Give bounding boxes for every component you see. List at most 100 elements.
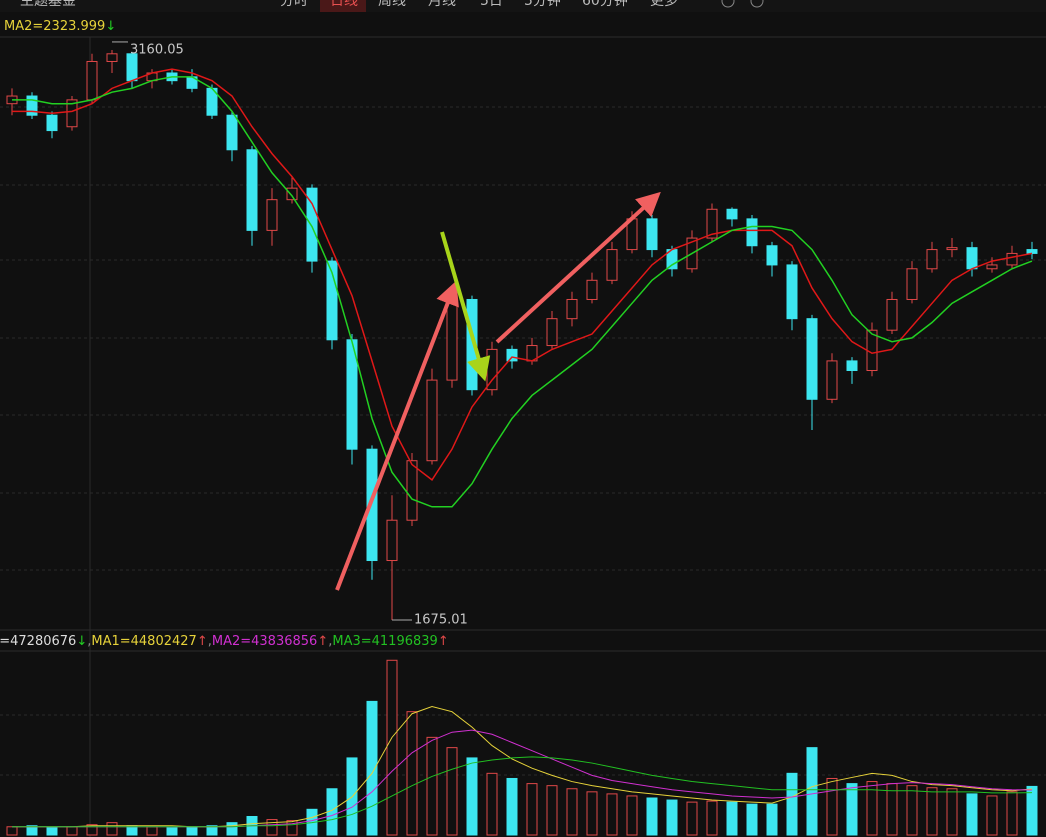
volume-bar (506, 777, 518, 836)
candle-body (86, 60, 98, 101)
volume-bar (726, 801, 738, 836)
volume-bar (386, 659, 398, 836)
volume-bar (646, 797, 658, 836)
tab[interactable]: 分时 (280, 0, 308, 9)
candle-body (726, 208, 738, 220)
volume-bar (886, 783, 898, 836)
tab[interactable]: 月线 (428, 0, 456, 9)
legend-arrow: ↑ (197, 634, 208, 649)
volume-bar (1026, 785, 1038, 836)
volume-bar (606, 793, 618, 836)
tab[interactable]: 5分钟 (524, 0, 561, 9)
legend-arrow: ↑ (438, 634, 449, 649)
volume-bar (766, 803, 778, 836)
volume-bar (486, 772, 498, 836)
volume-bar (1006, 791, 1018, 836)
low-label: 1675.01 (414, 613, 468, 628)
volume-bar (146, 826, 158, 836)
candle-body (586, 279, 598, 300)
candle-body (926, 249, 938, 270)
candle-body (406, 460, 418, 521)
candle-body (786, 264, 798, 320)
candle-body (886, 298, 898, 331)
icon[interactable] (721, 0, 735, 8)
candle-body (466, 298, 478, 391)
candle-body (806, 318, 818, 400)
candle-body (966, 247, 978, 270)
volume-bar (906, 785, 918, 836)
volume-bar (626, 795, 638, 836)
volume-bar (446, 747, 458, 836)
volume-bar (366, 700, 378, 836)
volume-bar (926, 787, 938, 836)
legend-sep: , (87, 634, 91, 649)
legend-arrow: ↑ (317, 634, 328, 649)
candle-body (506, 348, 518, 362)
grid (0, 37, 1046, 837)
candle-body (706, 208, 718, 239)
volume-bar (406, 711, 418, 836)
candle-body (1006, 252, 1018, 266)
volume-bar (826, 777, 838, 836)
arrow (440, 231, 491, 382)
volume-bar (866, 781, 878, 836)
volume-ma (12, 729, 1033, 828)
volume-bar (746, 803, 758, 836)
candle-body (646, 218, 658, 251)
volume-bar (426, 736, 438, 836)
candle-body (266, 199, 278, 231)
volume-bar (706, 800, 718, 836)
volume-bar (286, 820, 298, 836)
tab[interactable]: 5日 (480, 0, 503, 9)
annotations (335, 191, 661, 591)
candle-body (566, 298, 578, 320)
arrow (335, 280, 459, 591)
legend-label: MA3=41196839 (332, 634, 437, 649)
volume-bar (66, 826, 78, 836)
candle-body (606, 249, 618, 281)
volume-bar (586, 791, 598, 836)
tab[interactable]: 周线 (378, 0, 406, 9)
candle-body (906, 268, 918, 300)
legend-arrow: ↓ (105, 19, 116, 34)
tab[interactable]: 日线 (330, 0, 358, 9)
volume-bar (26, 825, 38, 836)
candle-body (446, 298, 458, 381)
volume-bar (986, 795, 998, 836)
legend-label: L=47280676 (0, 634, 76, 649)
tab[interactable]: 更多 (650, 0, 678, 9)
tab[interactable]: 60分钟 (582, 0, 628, 9)
volume-ma (12, 756, 1033, 828)
volume-bar (6, 826, 18, 836)
ma-line (12, 68, 1033, 481)
candle-body (66, 99, 78, 128)
candle-body (106, 53, 118, 62)
candle-body (766, 245, 778, 266)
volume-bar (546, 785, 558, 836)
volume-ma (12, 706, 1033, 828)
volume-bar (86, 824, 98, 836)
volume-bar (846, 783, 858, 836)
volume-bar (566, 788, 578, 836)
volume-bar (186, 826, 198, 836)
page-title: 主题基金 (20, 0, 76, 9)
volume-bar (166, 827, 178, 836)
candle-body (746, 218, 758, 247)
candle-body (286, 187, 298, 201)
volume-bar (686, 801, 698, 836)
legend-arrow: ↓ (76, 634, 87, 649)
candle-body (426, 379, 438, 462)
candle-body (1026, 249, 1038, 254)
candle-body (226, 114, 238, 151)
volume-bar (946, 788, 958, 836)
top-bar (0, 0, 1046, 12)
volume-bar (966, 793, 978, 836)
candle-body (246, 149, 258, 231)
icon[interactable] (750, 0, 764, 8)
active-tab-bg (320, 0, 366, 12)
ma-line (12, 76, 1033, 508)
volume-bar (106, 822, 118, 836)
candle-body (386, 519, 398, 562)
candle-body (986, 264, 998, 270)
